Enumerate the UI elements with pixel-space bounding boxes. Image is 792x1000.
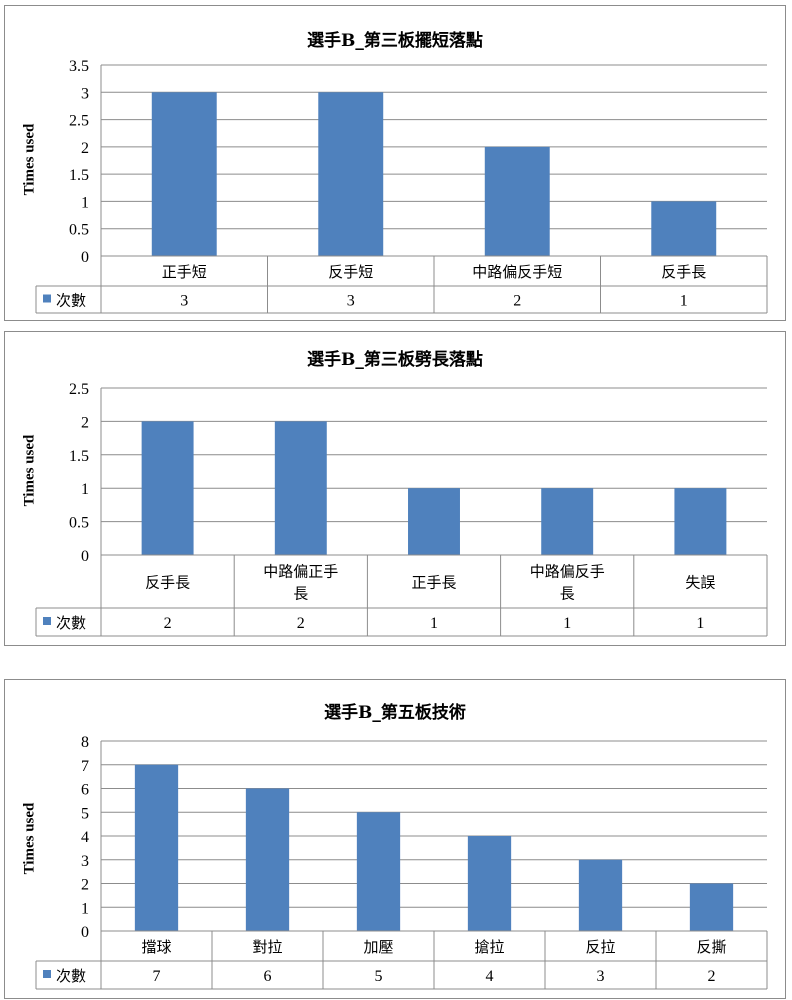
- bar: [134, 764, 179, 931]
- y-tick-label: 0.5: [69, 222, 89, 239]
- y-tick-label: 4: [81, 829, 89, 846]
- bar: [356, 812, 401, 931]
- y-tick-label: 6: [81, 782, 89, 799]
- y-tick-label: 1.5: [69, 167, 89, 184]
- data-table-value: 6: [264, 968, 272, 985]
- y-tick-label: 2: [81, 877, 89, 894]
- bar: [151, 92, 217, 257]
- bar: [274, 421, 327, 555]
- y-tick-label: 3: [81, 85, 89, 102]
- y-tick-label: 2.5: [69, 381, 89, 398]
- x-category-label: 中路偏正手長: [263, 564, 338, 603]
- bar: [651, 201, 717, 256]
- y-tick-label: 2.5: [69, 113, 89, 130]
- data-table-value: 2: [297, 615, 305, 632]
- data-table-value: 4: [486, 968, 494, 985]
- x-category-label: 中路偏反手長: [530, 564, 605, 603]
- y-tick-label: 1: [81, 194, 89, 211]
- data-table-value: 1: [680, 293, 688, 310]
- legend-series-name: 次數: [56, 615, 86, 632]
- legend-swatch: [43, 970, 51, 978]
- x-category-label: 正手短: [162, 264, 207, 281]
- chart-third-ball-long: 選手B_第三板劈長落點 Times used 0 0.5 1 1.5 2 2.5 反手長 2 中…: [4, 331, 786, 646]
- y-tick-label: 2: [81, 140, 89, 157]
- y-tick-label: 0.5: [69, 515, 89, 532]
- x-category-label: 中路偏反手短: [472, 264, 562, 281]
- chart-svg: 0 0.5 1 1.5 2 2.5 3 3.5 正手短 3 反手短 3 中路偏反手短 2 反手長 1 次數: [35, 58, 768, 314]
- x-category-label: 加壓: [363, 939, 393, 956]
- x-category-label: 反撕: [696, 939, 726, 956]
- data-table-value: 3: [180, 293, 188, 310]
- bar: [689, 883, 734, 931]
- x-category-label: 反手長: [145, 575, 190, 592]
- chart-title: 選手B_第五板技術: [324, 703, 466, 723]
- bar: [578, 859, 623, 931]
- y-tick-label: 2: [81, 414, 89, 431]
- bar: [141, 421, 194, 555]
- data-table-value: 2: [513, 293, 521, 310]
- chart-svg: 0 1 2 3 4 5 6 7 8 擋球 7 對拉 6 加壓 5 搶拉 4 反拉 3 反撕 2 次數: [35, 734, 768, 990]
- data-table-value: 3: [597, 968, 605, 985]
- y-tick-label: 5: [81, 805, 89, 822]
- chart-svg: 0 0.5 1 1.5 2 2.5 反手長 2 中路偏正手長 2 正手長 1 中路偏反手長 1 失誤 1 次數: [35, 381, 768, 637]
- legend-swatch: [43, 294, 51, 303]
- bar: [318, 92, 384, 257]
- legend-swatch: [43, 617, 51, 625]
- data-table-value: 1: [430, 615, 438, 632]
- data-table-value: 2: [164, 615, 172, 632]
- x-category-label: 擋球: [141, 939, 171, 956]
- y-tick-label: 1: [81, 900, 89, 917]
- bar: [467, 836, 512, 931]
- x-category-label: 失誤: [685, 575, 715, 592]
- y-tick-label: 8: [81, 734, 89, 751]
- legend-series-name: 次數: [56, 968, 86, 985]
- chart-fifth-ball-technique: 選手B_第五板技術 Times used 0 1 2 3 4 5 6 7 8 擋球 7 對拉 6 加壓 5 搶…: [4, 679, 786, 999]
- x-category-label: 反手長: [661, 264, 706, 281]
- y-tick-label: 1.5: [69, 448, 89, 465]
- data-table-value: 5: [375, 968, 383, 985]
- bar: [484, 146, 550, 256]
- bar: [408, 488, 460, 555]
- y-tick-label: 3: [81, 853, 89, 870]
- bar: [245, 788, 290, 931]
- x-category-label: 對拉: [252, 939, 282, 956]
- y-tick-label: 0: [81, 924, 89, 941]
- chart-third-ball-short: 選手B_第三板擺短落點 Times used 0 0.5 1 1.5 2 2.5 3 3.5 正…: [4, 5, 786, 321]
- data-table-value: 2: [708, 968, 716, 985]
- y-tick-label: 3.5: [69, 58, 89, 75]
- y-tick-label: 1: [81, 481, 89, 498]
- data-table-value: 7: [153, 968, 161, 985]
- x-category-label: 反手短: [328, 264, 373, 281]
- x-category-label: 反拉: [585, 939, 615, 956]
- bar: [541, 488, 594, 555]
- chart-title: 選手B_第三板擺短落點: [307, 31, 483, 51]
- bar: [674, 488, 727, 555]
- data-table-value: 1: [563, 615, 571, 632]
- legend-series-name: 次數: [56, 293, 86, 310]
- data-table-value: 1: [696, 615, 704, 632]
- data-table-value: 3: [347, 293, 355, 310]
- chart-title: 選手B_第三板劈長落點: [307, 350, 483, 370]
- x-category-label: 正手長: [411, 575, 456, 592]
- y-tick-label: 0: [81, 249, 89, 266]
- x-category-label: 搶拉: [474, 938, 504, 956]
- y-tick-label: 7: [81, 758, 89, 775]
- y-tick-label: 0: [81, 548, 89, 565]
